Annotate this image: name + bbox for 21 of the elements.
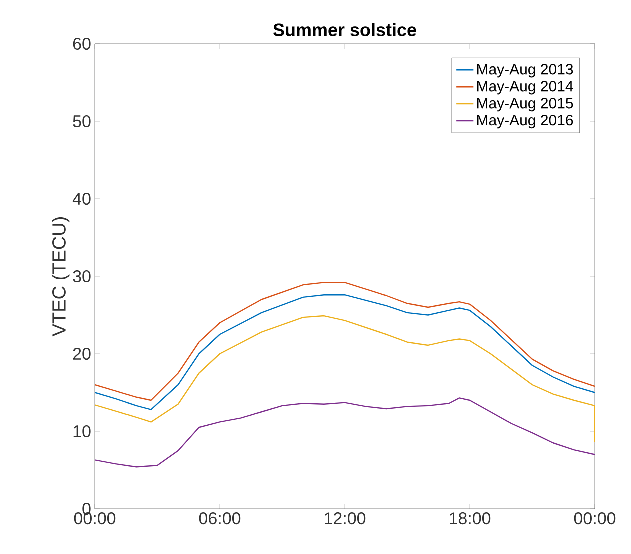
line-series: [95, 282, 596, 402]
x-tick-label: 06:00: [199, 512, 241, 525]
y-tick-label: 20: [73, 348, 91, 360]
legend-label: May-Aug 2014: [477, 81, 574, 95]
chart-title: Summer solstice: [273, 23, 416, 36]
y-tick-label: 50: [73, 115, 91, 128]
legend-label: May-Aug 2015: [477, 98, 574, 112]
y-tick-label: 10: [74, 425, 91, 438]
x-tick-label: 00:00: [574, 512, 616, 525]
y-tick-label: 40: [72, 192, 91, 206]
x-tick-label: 00:00: [74, 512, 116, 525]
y-axis-title: VTEC (TECU): [52, 218, 70, 337]
legend-label: May-Aug 2016: [477, 115, 574, 129]
legend-label: May-Aug 2013: [477, 64, 574, 78]
line-series: [95, 294, 596, 410]
x-tick-label: 18:00: [450, 512, 491, 525]
x-tick-label: 12:00: [325, 512, 366, 525]
y-tick-label: 60: [73, 38, 91, 50]
line-series: [95, 315, 596, 443]
line-series: [95, 398, 596, 468]
y-tick-label: 30: [73, 270, 91, 283]
